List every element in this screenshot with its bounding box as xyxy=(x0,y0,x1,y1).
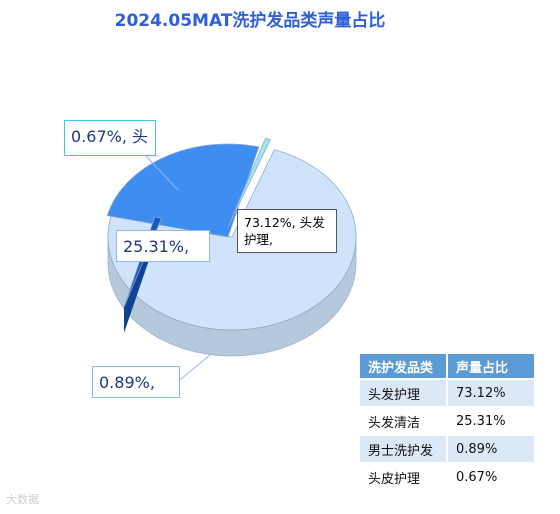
table-cell-category: 头发清洁 xyxy=(360,408,448,434)
table-cell-share: 0.67% xyxy=(448,464,534,490)
table-header-category: 洗护发品类 xyxy=(360,354,448,378)
table-row: 头发清洁 25.31% xyxy=(360,408,534,434)
table-row: 头发护理 73.12% xyxy=(360,380,534,406)
table-cell-category: 男士洗护发 xyxy=(360,436,448,462)
table-cell-category: 头发护理 xyxy=(360,380,448,406)
table-header-row: 洗护发品类 声量占比 xyxy=(360,354,534,378)
table-header-share: 声量占比 xyxy=(448,354,534,378)
watermark-logo: 大数据 xyxy=(6,493,39,506)
slice-label-hair-care: 73.12%, 头发护理, xyxy=(237,209,337,253)
slice-hair-cleansing xyxy=(106,143,260,238)
slice-label-scalp-care: 0.67%, 头 xyxy=(64,120,156,156)
table-row: 头皮护理 0.67% xyxy=(360,464,534,490)
data-table: 洗护发品类 声量占比 头发护理 73.12% 头发清洁 25.31% 男士洗护发… xyxy=(360,352,534,492)
table-cell-category: 头皮护理 xyxy=(360,464,448,490)
leader-line xyxy=(179,354,211,381)
slice-hair-care xyxy=(107,149,357,357)
slice-scalp-care xyxy=(227,137,271,228)
slice-label-hair-cleansing: 25.31%, xyxy=(116,230,210,262)
chart-title: 2024.05MAT洗护发品类声量占比 xyxy=(114,11,386,31)
table-cell-share: 0.89% xyxy=(448,436,534,462)
table-row: 男士洗护发 0.89% xyxy=(360,436,534,462)
table-cell-share: 73.12% xyxy=(448,380,534,406)
table-cell-share: 25.31% xyxy=(448,408,534,434)
slice-label-mens-care: 0.89%, xyxy=(92,366,180,398)
leader-line xyxy=(145,155,179,191)
